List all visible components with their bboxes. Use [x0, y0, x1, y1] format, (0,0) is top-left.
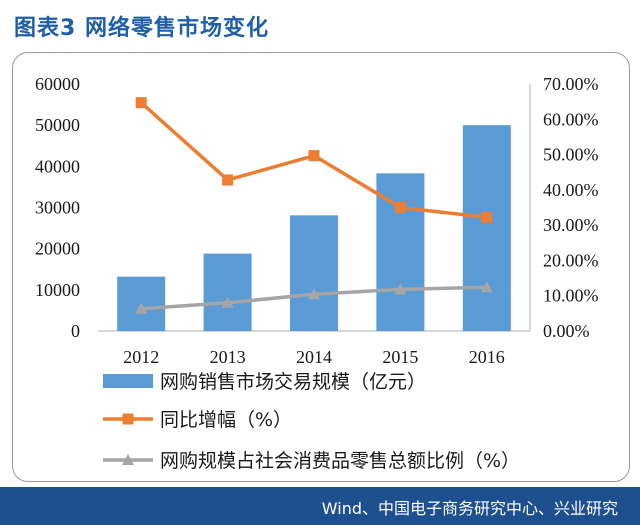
combo-chart: 0 10000 20000 30000 40000 50000 60000 0.00% 10.0…	[35, 74, 599, 472]
chart-legend: 网购销售市场交易规模（亿元） 同比增幅（%） 网购规模占社会消费品零售总额比例（%）	[103, 371, 520, 472]
left-tick-label: 10000	[35, 280, 80, 300]
bar	[203, 253, 252, 331]
left-tick-label: 40000	[35, 156, 80, 176]
line-series	[135, 97, 493, 314]
left-tick-label: 60000	[35, 74, 80, 94]
source-footer: Wind、中国电子商务研究中心、兴业研究	[0, 487, 640, 525]
share-point	[221, 296, 234, 308]
legend-label: 网购规模占社会消费品零售总额比例（%）	[160, 450, 520, 472]
x-tick-label: 2016	[469, 347, 505, 367]
x-tick-label: 2012	[123, 347, 159, 367]
legend-swatch-bar	[103, 374, 153, 388]
legend-label: 同比增幅（%）	[160, 409, 292, 431]
figure-title: 图表3 网络零售市场变化	[14, 16, 269, 41]
legend-label: 网购销售市场交易规模（亿元）	[160, 371, 426, 393]
right-tick-label: 0.00%	[543, 321, 590, 341]
share-point	[308, 288, 320, 300]
left-tick-label: 0	[71, 321, 80, 341]
right-tick-label: 60.00%	[543, 109, 599, 129]
bar	[462, 125, 511, 332]
right-tick-label: 10.00%	[543, 286, 599, 306]
right-tick-label: 20.00%	[543, 250, 599, 270]
share-point	[135, 302, 148, 314]
x-tick-label: 2013	[210, 347, 246, 367]
x-tick-label: 2014	[296, 347, 332, 367]
legend-marker	[122, 454, 134, 465]
tick-labels: 0 10000 20000 30000 40000 50000 60000 0.00% 10.0…	[35, 74, 599, 367]
growth-point	[222, 174, 234, 186]
growth-point	[394, 202, 406, 213]
share-point	[480, 281, 493, 293]
share-point	[394, 283, 407, 295]
right-tick-label: 70.00%	[543, 74, 599, 94]
source-text: Wind、中国电子商务研究中心、兴业研究	[321, 499, 618, 518]
growth-point	[135, 97, 147, 109]
left-tick-label: 50000	[35, 115, 80, 135]
growth-point	[308, 150, 320, 162]
left-tick-label: 20000	[35, 239, 80, 259]
bar	[290, 215, 338, 331]
right-tick-label: 30.00%	[543, 215, 599, 235]
growth-point	[481, 211, 493, 223]
legend-marker	[122, 413, 134, 425]
bar-series	[117, 125, 511, 332]
right-tick-label: 50.00%	[543, 145, 599, 165]
right-tick-label: 40.00%	[543, 180, 599, 200]
left-tick-label: 30000	[35, 198, 80, 218]
x-tick-label: 2015	[382, 347, 418, 367]
